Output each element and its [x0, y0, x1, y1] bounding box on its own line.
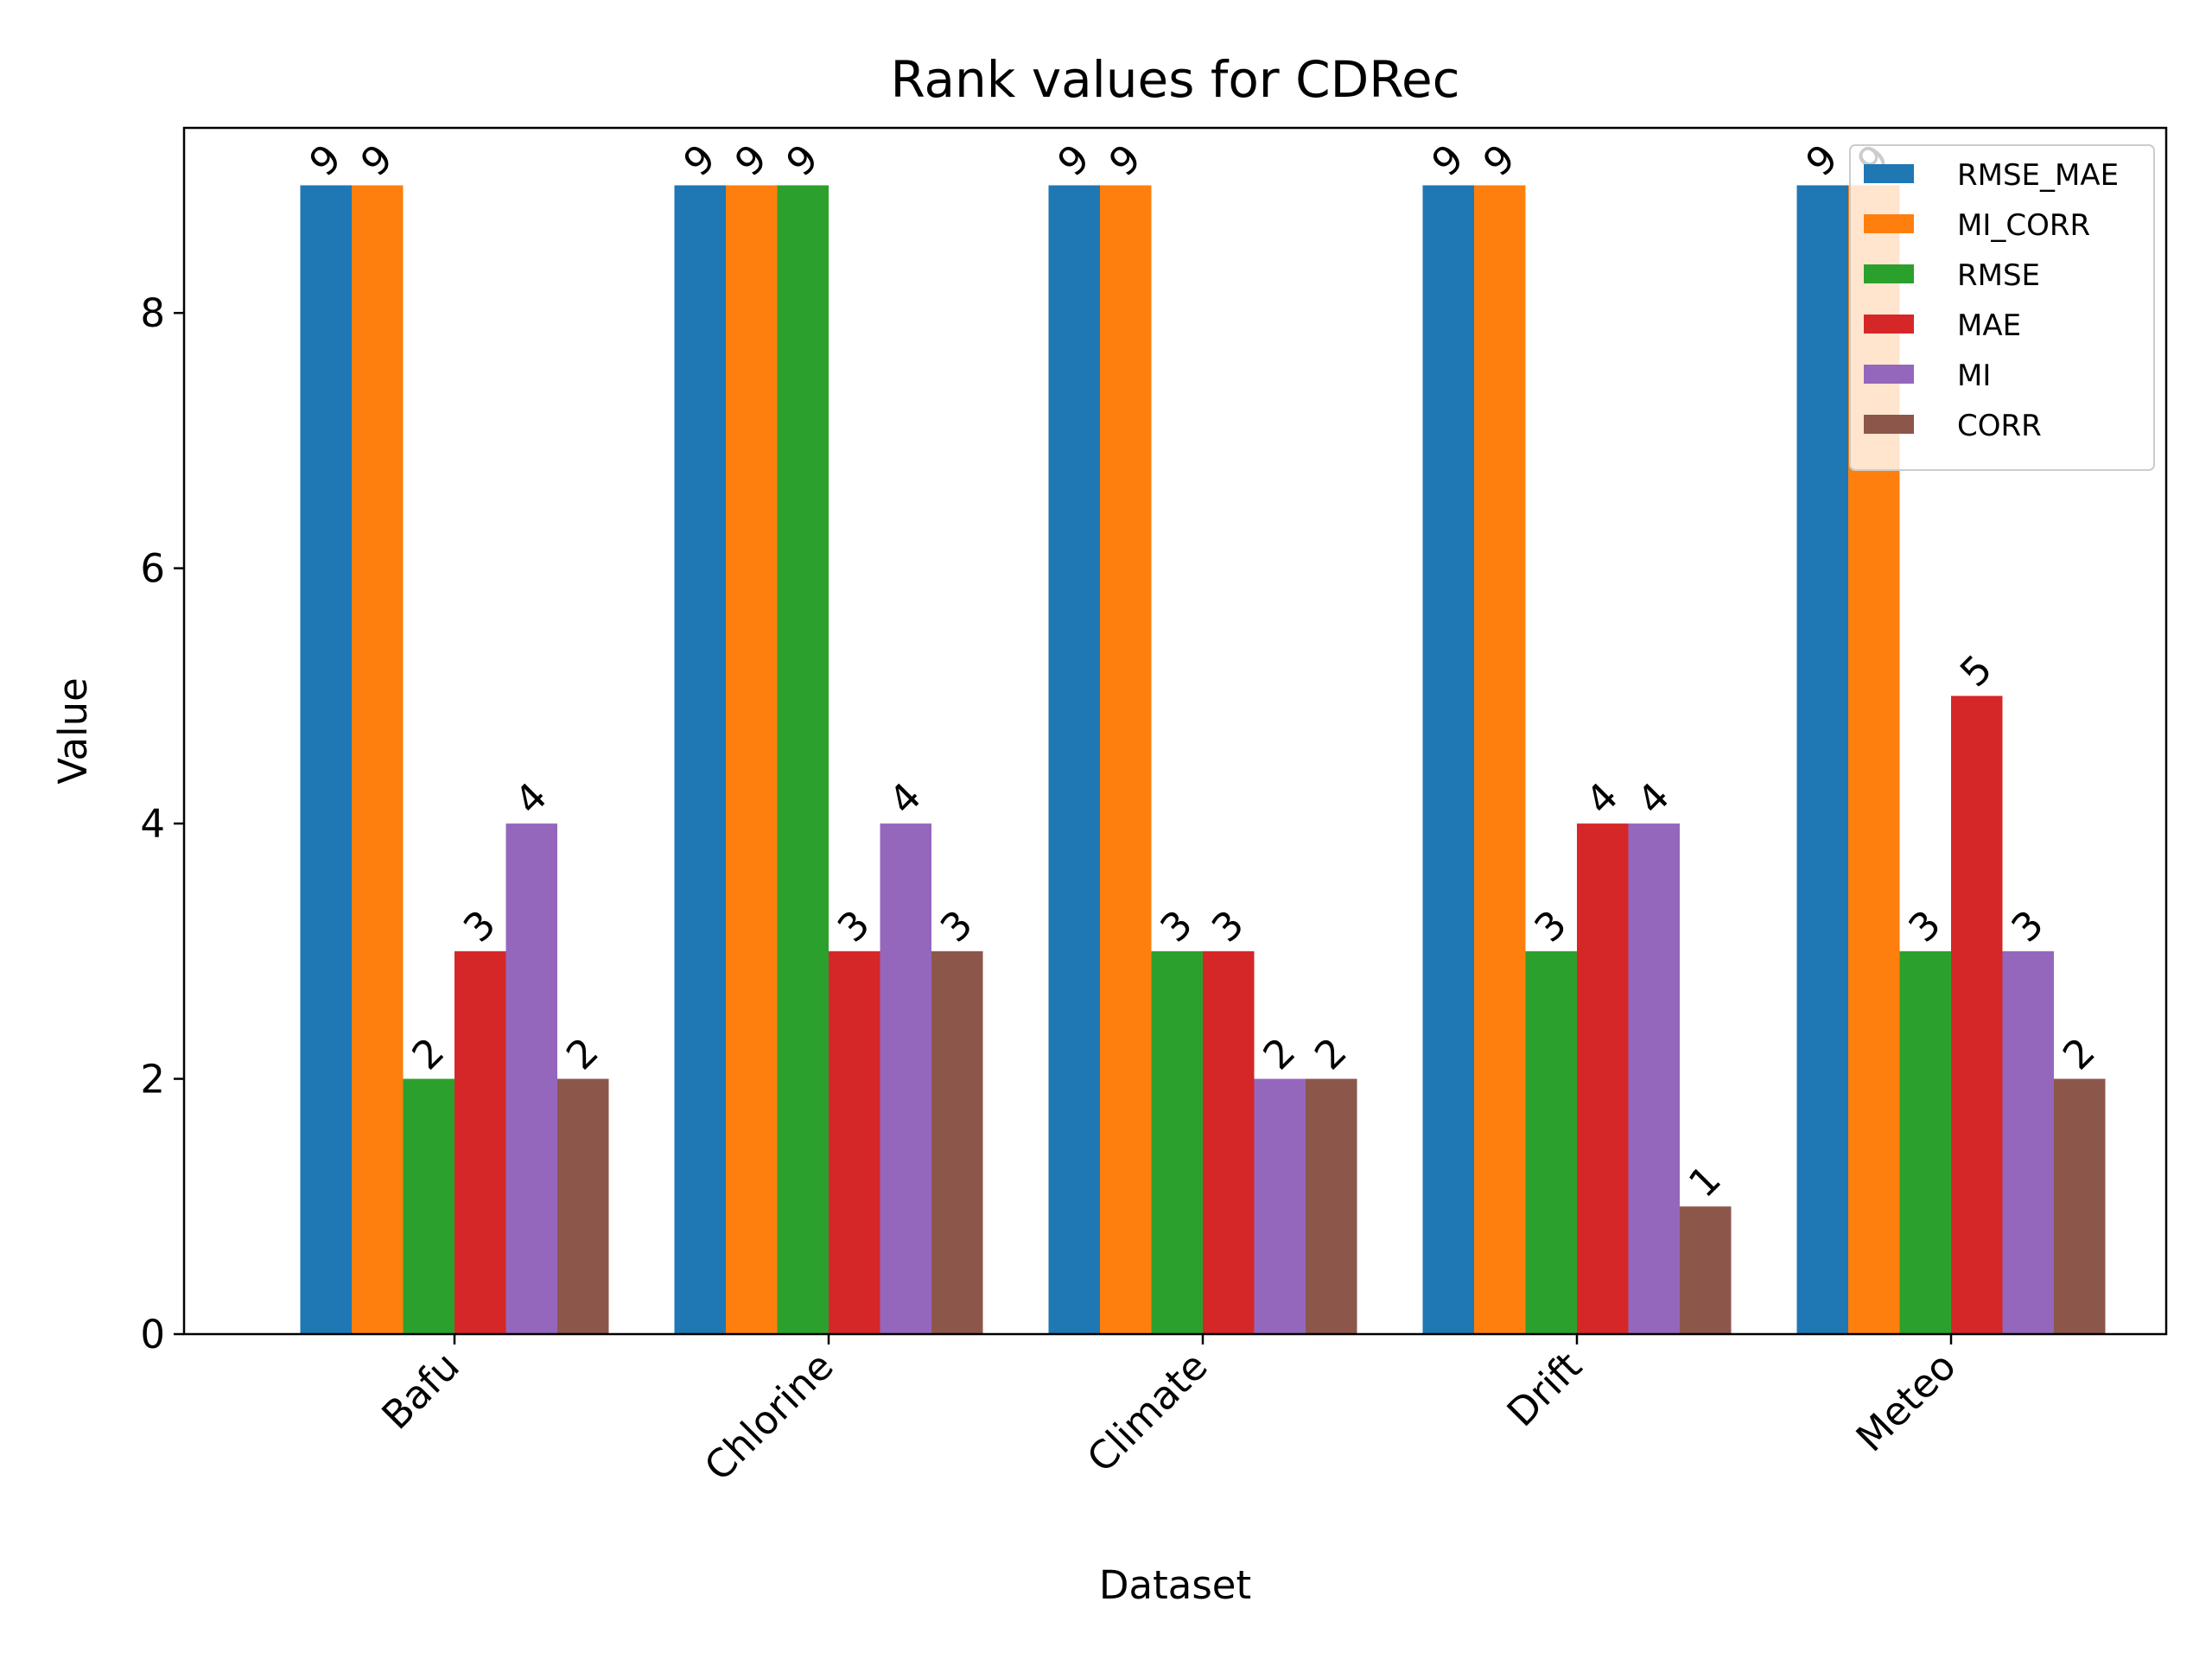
y-tick-label: 2	[140, 1057, 165, 1103]
legend-label: MAE	[1957, 308, 2021, 343]
legend-swatch	[1864, 264, 1914, 283]
bar-drift-mi-corr	[1474, 185, 1526, 1335]
y-tick-label: 0	[140, 1312, 165, 1357]
bar-bafu-mae	[454, 950, 506, 1334]
bar-drift-rmse-mae	[1422, 185, 1474, 1335]
bar-climate-mae	[1203, 950, 1255, 1334]
bar-drift-mae	[1577, 823, 1629, 1334]
bar-climate-corr	[1306, 1078, 1357, 1334]
bar-meteo-rmse	[1899, 950, 1951, 1334]
bar-climate-mi	[1254, 1078, 1306, 1334]
bar-bafu-mi	[505, 823, 557, 1334]
bar-climate-rmse-mae	[1048, 185, 1100, 1335]
x-axis-label: Dataset	[1099, 1562, 1251, 1608]
bar-chlorine-mae	[829, 950, 880, 1334]
y-axis-label: Value	[50, 677, 96, 785]
y-tick-label: 8	[140, 290, 165, 336]
bar-chlorine-corr	[931, 950, 983, 1334]
chart-title: Rank values for CDRec	[890, 50, 1459, 109]
bar-bafu-mi-corr	[352, 185, 404, 1335]
legend-swatch	[1864, 315, 1914, 334]
legend-swatch	[1864, 415, 1914, 434]
bar-climate-mi-corr	[1100, 185, 1152, 1335]
legend-swatch	[1864, 365, 1914, 384]
bar-bafu-corr	[557, 1078, 609, 1334]
bar-drift-corr	[1680, 1206, 1732, 1334]
bar-meteo-corr	[2054, 1078, 2106, 1334]
bar-bafu-rmse-mae	[300, 185, 352, 1335]
bar-chlorine-rmse	[777, 185, 829, 1335]
legend-box	[1849, 144, 2155, 471]
plot-frame	[182, 126, 2168, 1336]
bar-meteo-rmse-mae	[1796, 185, 1848, 1335]
bar-meteo-mae	[1951, 696, 2003, 1334]
legend-label: RMSE_MAE	[1957, 158, 2119, 193]
legend-swatch	[1864, 164, 1914, 183]
y-tick-label: 6	[140, 546, 165, 592]
bars-group	[300, 185, 2106, 1335]
y-tick-label: 4	[140, 801, 165, 847]
bar-meteo-mi	[2002, 950, 2054, 1334]
legend-swatch	[1864, 214, 1914, 233]
legend-label: RMSE	[1957, 258, 2040, 293]
bar-chlorine-mi	[880, 823, 931, 1334]
legend: RMSE_MAE MI_CORR RMSE MAE MI CORR	[1849, 144, 2155, 471]
legend-label: MI_CORR	[1957, 208, 2090, 243]
bar-drift-rmse	[1525, 950, 1577, 1334]
y-axis: 0 2 4 6 8	[140, 290, 184, 1357]
legend-label: MI	[1957, 359, 1991, 393]
bar-chlorine-mi-corr	[726, 185, 778, 1335]
legend-label: CORR	[1957, 409, 2042, 443]
bar-climate-rmse	[1151, 950, 1203, 1334]
bar-bafu-rmse	[403, 1078, 454, 1334]
bar-chlorine-rmse-mae	[674, 185, 726, 1335]
bar-drift-mi	[1628, 823, 1680, 1334]
